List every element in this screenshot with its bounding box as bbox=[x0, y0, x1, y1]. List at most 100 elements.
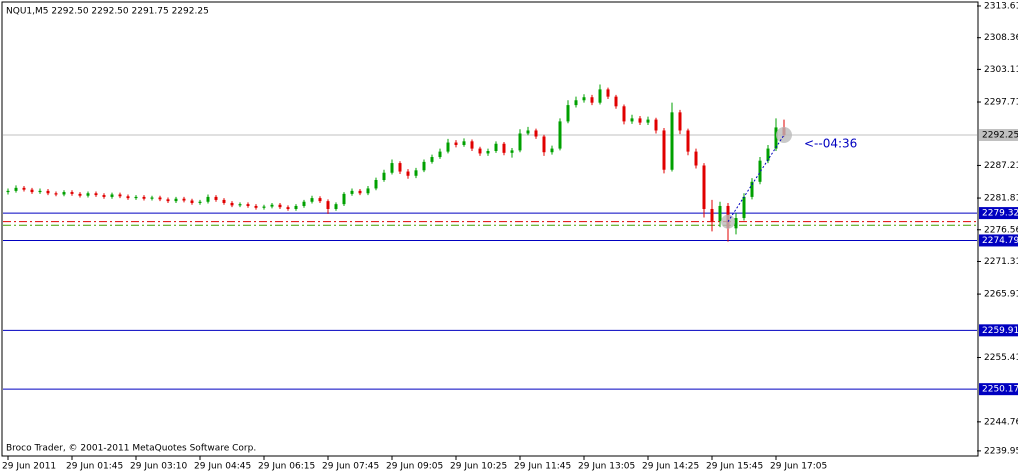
plot-frame bbox=[1, 1, 979, 457]
candle-body bbox=[430, 157, 434, 162]
x-tick-label: 29 Jun 11:45 bbox=[514, 462, 571, 472]
candle-body bbox=[694, 151, 698, 166]
hline-price-box bbox=[979, 234, 1018, 247]
candle-body bbox=[470, 141, 474, 149]
candle-body bbox=[398, 163, 402, 172]
x-tick-label: 29 Jun 15:45 bbox=[706, 462, 763, 472]
candle-body bbox=[118, 194, 122, 197]
candle-body bbox=[670, 112, 674, 170]
x-tick-label: 29 Jun 14:25 bbox=[642, 462, 699, 472]
candle-body bbox=[318, 198, 322, 202]
candle-body bbox=[254, 205, 258, 208]
candle-body bbox=[110, 194, 114, 197]
x-tick-label: 29 Jun 06:15 bbox=[258, 462, 315, 472]
x-tick-label: 29 Jun 01:45 bbox=[66, 462, 123, 472]
candle-body bbox=[174, 198, 178, 202]
candle-body bbox=[654, 119, 658, 131]
candle-body bbox=[742, 196, 746, 219]
candle-body bbox=[22, 187, 26, 190]
hline-price-box bbox=[979, 383, 1018, 396]
candle-body bbox=[238, 204, 242, 206]
y-tick-label: 2255.41 bbox=[984, 353, 1018, 363]
candle-body bbox=[230, 202, 234, 206]
x-tick-label: 29 Jun 04:45 bbox=[194, 462, 251, 472]
candle-body bbox=[190, 200, 194, 203]
candle-body bbox=[182, 198, 186, 201]
hline-price-box bbox=[979, 207, 1018, 220]
x-tick-label: 29 Jun 2011 bbox=[2, 462, 56, 472]
candle-body bbox=[262, 206, 266, 208]
candle-body bbox=[14, 187, 18, 191]
y-tick-label: 2313.61 bbox=[984, 1, 1018, 11]
candle-body bbox=[646, 119, 650, 123]
y-tick-label: 2303.11 bbox=[984, 65, 1018, 75]
candle-body bbox=[486, 151, 490, 154]
countdown: <--04:36 bbox=[804, 136, 857, 150]
trade-link bbox=[727, 134, 785, 222]
candle-body bbox=[478, 148, 482, 154]
candle-body bbox=[62, 192, 66, 195]
candle-body bbox=[150, 197, 154, 199]
candle-body bbox=[366, 188, 370, 194]
hline-price-box bbox=[979, 324, 1018, 337]
candle-body bbox=[518, 133, 522, 151]
candle-body bbox=[542, 136, 546, 153]
candle-body bbox=[462, 141, 466, 145]
y-tick-label: 2287.21 bbox=[984, 161, 1018, 171]
candle-body bbox=[358, 190, 362, 194]
candle-body bbox=[342, 193, 346, 205]
candle-body bbox=[310, 198, 314, 202]
candle-body bbox=[502, 143, 506, 153]
candle-body bbox=[414, 170, 418, 176]
candle-body bbox=[454, 142, 458, 145]
candle-body bbox=[126, 196, 130, 199]
trade-marker bbox=[776, 126, 792, 143]
y-tick-label: 2297.71 bbox=[984, 98, 1018, 108]
x-tick-label: 29 Jun 07:45 bbox=[322, 462, 379, 472]
candle-body bbox=[678, 112, 682, 131]
y-tick-label: 2281.81 bbox=[984, 194, 1018, 204]
candle-body bbox=[686, 130, 690, 152]
candle-body bbox=[86, 193, 90, 196]
candle-body bbox=[46, 190, 50, 194]
candle-body bbox=[574, 100, 578, 106]
candle-body bbox=[638, 118, 642, 123]
candle-body bbox=[622, 106, 626, 122]
x-tick-label: 29 Jun 09:05 bbox=[386, 462, 443, 472]
y-tick-label: 2276.56 bbox=[984, 225, 1018, 235]
candle-body bbox=[494, 143, 498, 152]
candle-body bbox=[134, 196, 138, 199]
candle-body bbox=[326, 201, 330, 209]
candle-body bbox=[214, 196, 218, 200]
candle-body bbox=[222, 199, 226, 203]
candle-body bbox=[206, 196, 210, 202]
candle-body bbox=[334, 204, 338, 209]
candle-body bbox=[710, 208, 714, 222]
candle-body bbox=[302, 201, 306, 206]
candle-body bbox=[102, 195, 106, 197]
candle-body bbox=[766, 148, 770, 161]
hline-price-label: 2259.91 bbox=[982, 326, 1018, 336]
y-tick-label: 2265.91 bbox=[984, 290, 1018, 300]
candle-body bbox=[630, 118, 634, 122]
chart-title: NQU1,M5 2292.50 2292.50 2291.75 2292.25 bbox=[6, 7, 209, 17]
candle-body bbox=[598, 89, 602, 103]
candle-body bbox=[526, 130, 530, 134]
candle-body bbox=[390, 163, 394, 173]
candle-body bbox=[294, 205, 298, 209]
candle-body bbox=[438, 151, 442, 158]
candle-body bbox=[142, 196, 146, 199]
hline-price-label: 2274.79 bbox=[982, 236, 1018, 246]
candle-body bbox=[662, 130, 666, 170]
candle-body bbox=[734, 218, 738, 229]
candle-body bbox=[166, 199, 170, 202]
candle-body bbox=[702, 165, 706, 209]
candle-body bbox=[198, 201, 202, 203]
candle-body bbox=[54, 193, 58, 195]
y-tick-label: 2271.31 bbox=[984, 257, 1018, 267]
y-tick-label: 2239.95 bbox=[984, 446, 1018, 456]
candle-body bbox=[278, 204, 282, 208]
candle-body bbox=[566, 105, 570, 122]
